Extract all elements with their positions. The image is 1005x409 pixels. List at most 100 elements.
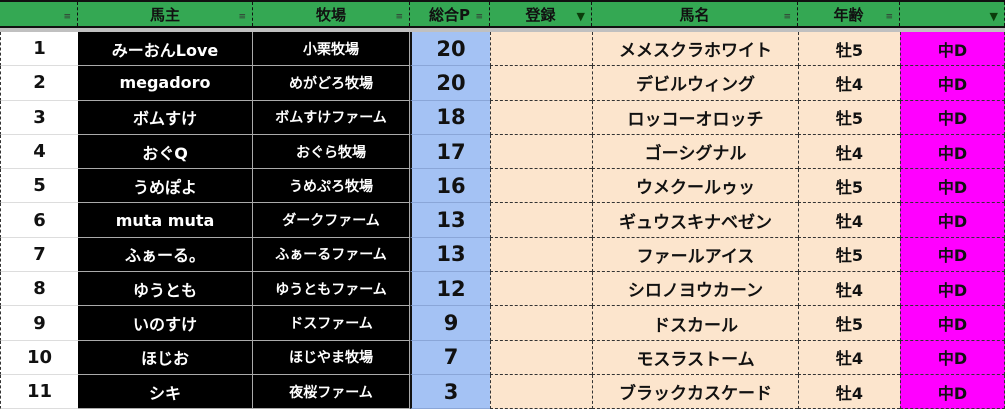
cell-farm[interactable]: ふぁーるファーム (253, 237, 410, 273)
cell-owner[interactable]: うめぽよ (78, 169, 253, 204)
cell-points[interactable]: 12 (410, 272, 490, 307)
cell-farm[interactable]: ゆうともファーム (253, 272, 410, 307)
cell-distance[interactable]: 中D (900, 237, 1005, 273)
cell-age[interactable]: 牡4 (798, 374, 900, 409)
cell-points[interactable]: 7 (410, 340, 490, 375)
cell-rank[interactable]: 10 (0, 340, 78, 375)
cell-owner[interactable]: muta muta (78, 203, 253, 238)
cell-age[interactable]: 牡4 (798, 134, 900, 170)
column-header-registration[interactable]: 登録 ▼ (490, 2, 592, 26)
cell-rank[interactable]: 3 (0, 100, 78, 135)
cell-distance[interactable]: 中D (900, 134, 1005, 170)
filter-icon[interactable]: ≡ (395, 12, 403, 22)
cell-points[interactable]: 17 (410, 134, 490, 170)
filter-active-icon[interactable]: ▼ (989, 10, 998, 23)
cell-farm[interactable]: めがどろ牧場 (253, 66, 410, 101)
cell-registration[interactable] (490, 237, 592, 273)
cell-registration[interactable] (490, 100, 592, 135)
cell-owner[interactable]: megadoro (78, 66, 253, 101)
cell-owner[interactable]: いのすけ (78, 306, 253, 341)
cell-registration[interactable] (490, 272, 592, 307)
cell-rank[interactable]: 7 (0, 237, 78, 273)
cell-registration[interactable] (490, 340, 592, 375)
cell-horse-name[interactable]: メメスクラホワイト (592, 32, 798, 67)
filter-icon[interactable]: ≡ (475, 12, 483, 22)
cell-registration[interactable] (490, 32, 592, 67)
cell-owner[interactable]: ボムすけ (78, 100, 253, 135)
cell-farm[interactable]: 夜桜ファーム (253, 374, 410, 409)
cell-distance[interactable]: 中D (900, 272, 1005, 307)
cell-farm[interactable]: ボムすけファーム (253, 100, 410, 135)
cell-distance[interactable]: 中D (900, 374, 1005, 409)
cell-farm[interactable]: ドスファーム (253, 306, 410, 341)
cell-age[interactable]: 牡4 (798, 203, 900, 238)
filter-active-icon[interactable]: ▼ (576, 10, 585, 23)
cell-points[interactable]: 13 (410, 237, 490, 273)
cell-points[interactable]: 20 (410, 66, 490, 101)
filter-icon[interactable]: ≡ (238, 12, 246, 22)
cell-points[interactable]: 16 (410, 169, 490, 204)
cell-rank[interactable]: 4 (0, 134, 78, 170)
column-header-farm[interactable]: 牧場 ≡ (253, 2, 410, 26)
cell-farm[interactable]: ほじやま牧場 (253, 340, 410, 375)
cell-farm[interactable]: うめぷろ牧場 (253, 169, 410, 204)
cell-age[interactable]: 牡4 (798, 66, 900, 101)
cell-age[interactable]: 牡4 (798, 272, 900, 307)
filter-icon[interactable]: ≡ (63, 12, 71, 22)
cell-distance[interactable]: 中D (900, 32, 1005, 67)
cell-owner[interactable]: おぐQ (78, 134, 253, 170)
column-header-age[interactable]: 年齢 ≡ (798, 2, 900, 26)
cell-registration[interactable] (490, 134, 592, 170)
filter-icon[interactable]: ≡ (885, 12, 893, 22)
cell-age[interactable]: 牡5 (798, 306, 900, 341)
cell-horse-name[interactable]: ロッコーオロッチ (592, 100, 798, 135)
cell-registration[interactable] (490, 169, 592, 204)
cell-farm[interactable]: おぐら牧場 (253, 134, 410, 170)
cell-distance[interactable]: 中D (900, 306, 1005, 341)
cell-points[interactable]: 3 (410, 374, 490, 409)
cell-rank[interactable]: 5 (0, 169, 78, 204)
cell-registration[interactable] (490, 203, 592, 238)
cell-distance[interactable]: 中D (900, 66, 1005, 101)
column-header-points[interactable]: 総合P ≡ (410, 2, 490, 26)
cell-registration[interactable] (490, 66, 592, 101)
cell-points[interactable]: 18 (410, 100, 490, 135)
cell-rank[interactable]: 6 (0, 203, 78, 238)
column-header-owner[interactable]: 馬主 ≡ (78, 2, 253, 26)
cell-registration[interactable] (490, 374, 592, 409)
cell-distance[interactable]: 中D (900, 169, 1005, 204)
cell-distance[interactable]: 中D (900, 203, 1005, 238)
cell-age[interactable]: 牡5 (798, 32, 900, 67)
cell-rank[interactable]: 11 (0, 374, 78, 409)
cell-rank[interactable]: 9 (0, 306, 78, 341)
cell-horse-name[interactable]: モスラストーム (592, 340, 798, 375)
column-header-horse-name[interactable]: 馬名 ≡ (592, 2, 798, 26)
column-header-rank[interactable]: ≡ (0, 2, 78, 26)
cell-owner[interactable]: シキ (78, 374, 253, 409)
cell-points[interactable]: 13 (410, 203, 490, 238)
cell-rank[interactable]: 2 (0, 66, 78, 101)
cell-farm[interactable]: ダークファーム (253, 203, 410, 238)
cell-horse-name[interactable]: ギュウスキナベゼン (592, 203, 798, 238)
cell-farm[interactable]: 小栗牧場 (253, 32, 410, 67)
cell-age[interactable]: 牡5 (798, 169, 900, 204)
cell-distance[interactable]: 中D (900, 340, 1005, 375)
cell-age[interactable]: 牡5 (798, 237, 900, 273)
cell-horse-name[interactable]: ウメクールゥッ (592, 169, 798, 204)
cell-owner[interactable]: ほじお (78, 340, 253, 375)
cell-horse-name[interactable]: ブラックカスケード (592, 374, 798, 409)
cell-horse-name[interactable]: シロノヨウカーン (592, 272, 798, 307)
cell-distance[interactable]: 中D (900, 100, 1005, 135)
cell-points[interactable]: 9 (410, 306, 490, 341)
cell-registration[interactable] (490, 306, 592, 341)
cell-horse-name[interactable]: ドスカール (592, 306, 798, 341)
cell-age[interactable]: 牡4 (798, 340, 900, 375)
cell-owner[interactable]: ゆうとも (78, 272, 253, 307)
cell-age[interactable]: 牡5 (798, 100, 900, 135)
cell-owner[interactable]: ふぁーる。 (78, 237, 253, 273)
column-header-distance[interactable]: ▼ (900, 2, 1005, 26)
cell-points[interactable]: 20 (410, 32, 490, 67)
cell-horse-name[interactable]: ファールアイス (592, 237, 798, 273)
cell-rank[interactable]: 1 (0, 32, 78, 67)
cell-owner[interactable]: みーおんLove (78, 32, 253, 67)
